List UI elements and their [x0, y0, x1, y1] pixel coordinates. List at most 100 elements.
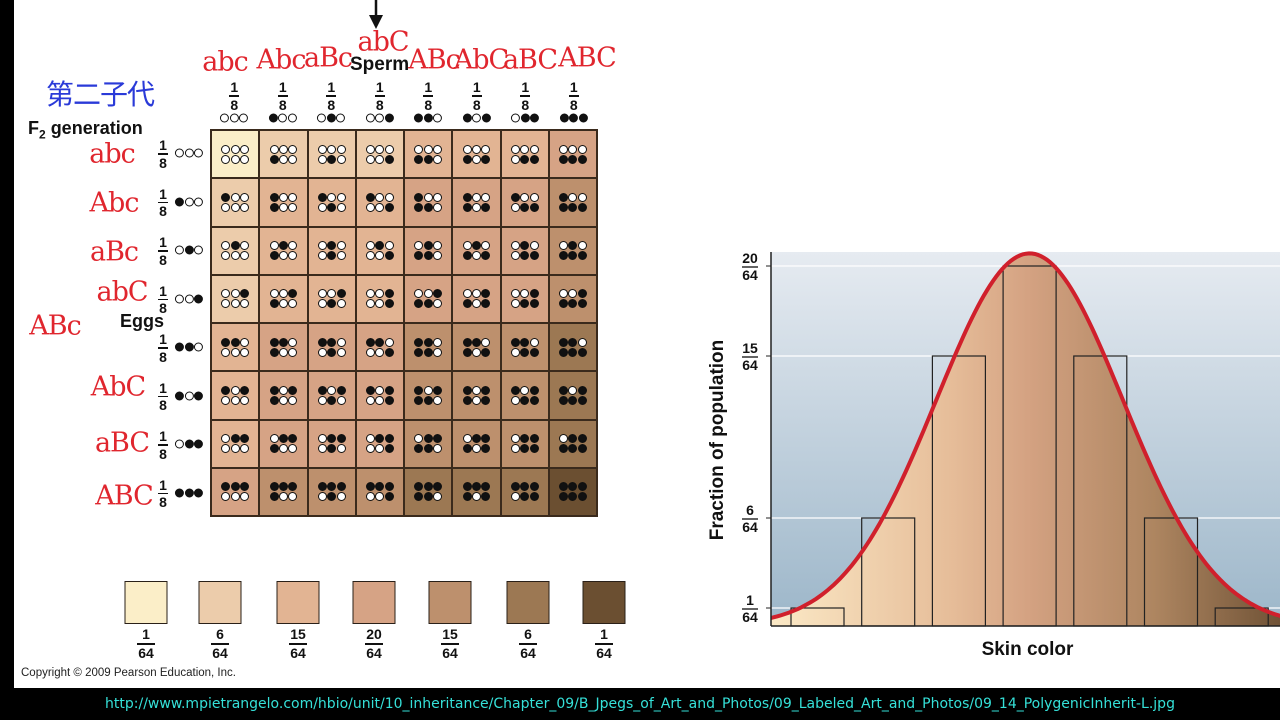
light-allele-circle — [221, 395, 231, 405]
circle-group — [510, 202, 539, 212]
light-allele-circle — [568, 192, 578, 202]
dark-allele-circle — [423, 299, 433, 309]
circle-group — [510, 337, 539, 347]
dark-allele-circle — [423, 337, 433, 347]
light-allele-circle — [366, 434, 375, 444]
circle-group — [462, 492, 491, 502]
circle-group — [559, 434, 587, 444]
circle-group — [366, 241, 394, 251]
light-allele-circle — [510, 144, 520, 154]
dark-allele-circle — [559, 347, 568, 357]
fraction-numerator: 1 — [159, 137, 167, 154]
dark-allele-circle — [384, 202, 394, 212]
circle-group — [175, 245, 203, 255]
fraction-bar — [158, 347, 168, 349]
source-url[interactable]: http://www.mpietrangelo.com/hbio/unit/10… — [105, 696, 1175, 712]
sperm-genotype-note: Abc — [256, 44, 307, 76]
circle-group — [510, 154, 539, 164]
circle-group — [366, 385, 394, 395]
dark-allele-circle — [327, 347, 337, 357]
punnett-cell — [404, 178, 453, 227]
circle-group — [221, 144, 249, 154]
light-allele-circle — [278, 395, 288, 405]
light-allele-circle — [375, 347, 385, 357]
light-allele-circle — [423, 289, 433, 299]
skin-color-swatch — [582, 581, 626, 624]
light-allele-circle — [375, 299, 385, 309]
light-allele-circle — [568, 144, 578, 154]
light-allele-circle — [375, 444, 385, 454]
circle-group — [462, 144, 491, 154]
dark-allele-circle — [462, 113, 472, 123]
light-allele-circle — [366, 395, 375, 405]
circle-group — [414, 444, 442, 454]
dark-allele-circle — [481, 113, 491, 123]
dark-allele-circle — [327, 154, 337, 164]
punnett-cell — [211, 419, 260, 468]
punnett-cell — [500, 130, 549, 179]
dark-allele-circle — [481, 482, 491, 492]
dark-allele-circle — [481, 492, 491, 502]
dark-allele-circle — [375, 434, 385, 444]
circle-group — [317, 192, 346, 202]
circle-group — [414, 202, 442, 212]
circle-group — [317, 289, 346, 299]
circle-group — [462, 434, 491, 444]
circle-group — [269, 241, 298, 251]
dark-allele-circle — [520, 251, 530, 261]
y-tick-denominator: 64 — [742, 267, 758, 283]
dark-allele-circle — [520, 202, 530, 212]
light-allele-circle — [433, 444, 442, 454]
dark-allele-circle — [384, 385, 394, 395]
circle-group — [221, 289, 249, 299]
light-allele-circle — [221, 251, 231, 261]
fraction-bar — [229, 95, 240, 97]
circle-group — [366, 337, 394, 347]
dark-allele-circle — [240, 289, 249, 299]
dark-allele-circle — [414, 299, 424, 309]
circle-group — [220, 113, 249, 123]
dark-allele-circle — [327, 395, 337, 405]
fraction-bar — [441, 643, 459, 645]
fraction-numerator: 1 — [159, 331, 167, 348]
light-allele-circle — [366, 251, 375, 261]
light-allele-circle — [288, 444, 298, 454]
circle-group — [317, 202, 346, 212]
circle-group — [366, 144, 394, 154]
dark-allele-circle — [529, 251, 539, 261]
dark-allele-circle — [327, 299, 337, 309]
dark-allele-circle — [481, 347, 491, 357]
dark-allele-circle — [481, 289, 491, 299]
dark-allele-circle — [193, 294, 203, 304]
dark-allele-circle — [577, 299, 587, 309]
dark-allele-circle — [568, 482, 578, 492]
punnett-cell — [211, 130, 260, 179]
dark-allele-circle — [530, 113, 540, 123]
punnett-cell — [355, 130, 404, 179]
fraction-denominator: 8 — [159, 494, 167, 511]
light-allele-circle — [423, 385, 433, 395]
punnett-cell — [500, 226, 549, 275]
dark-allele-circle — [471, 241, 481, 251]
dark-allele-circle — [327, 202, 337, 212]
fraction-denominator: 8 — [159, 397, 167, 414]
light-allele-circle — [184, 294, 194, 304]
circle-group — [366, 202, 394, 212]
circle-group — [366, 347, 394, 357]
fraction-numerator: 6 — [216, 626, 224, 642]
light-allele-circle — [317, 347, 327, 357]
punnett-cell — [307, 419, 356, 468]
punnett-cell — [548, 178, 597, 227]
punnett-cell — [452, 419, 501, 468]
light-allele-circle — [240, 144, 249, 154]
light-allele-circle — [471, 192, 481, 202]
dark-allele-circle — [471, 482, 481, 492]
punnett-cell — [500, 467, 549, 516]
light-allele-circle — [230, 299, 240, 309]
